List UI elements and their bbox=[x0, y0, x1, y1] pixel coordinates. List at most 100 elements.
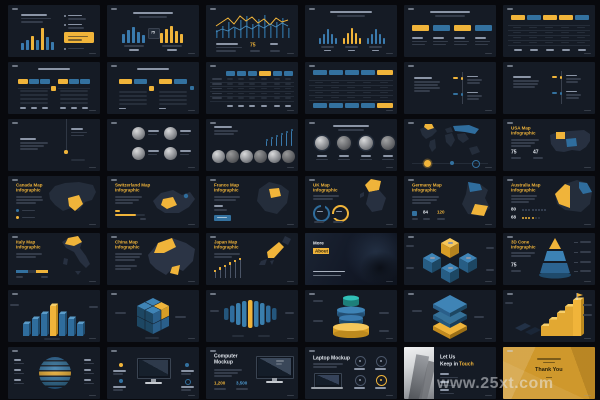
slide-title-2: Mockup bbox=[214, 359, 233, 365]
stat-value: 47 bbox=[533, 149, 539, 155]
slide-thumb-steps-b[interactable] bbox=[503, 62, 595, 114]
slide-title: Australia Map bbox=[511, 182, 541, 188]
slide-title: Germany Map bbox=[412, 182, 442, 188]
callout-dot bbox=[185, 363, 189, 367]
line-chart bbox=[215, 15, 290, 38]
slide-thumb-3d-bars[interactable] bbox=[8, 290, 100, 342]
slide-thumb-table-a[interactable] bbox=[503, 5, 595, 57]
title-line-2: Keep inTouch bbox=[440, 361, 474, 367]
slide-thumb-japan-map[interactable]: Japan Map Infographic bbox=[206, 233, 298, 285]
slide-thumb-pricing-a[interactable] bbox=[8, 62, 100, 114]
barrel-slats bbox=[224, 300, 277, 328]
avatar bbox=[164, 127, 177, 140]
slide-thumb-3d-stairs[interactable] bbox=[503, 290, 595, 342]
slide-thumb-more-about[interactable]: More About bbox=[305, 233, 397, 285]
slide-thumb-table-c[interactable] bbox=[305, 62, 397, 114]
slide-title: Laptop Mockup bbox=[313, 355, 350, 361]
slide-title: Switzerland Map bbox=[115, 182, 151, 188]
australia-map bbox=[555, 180, 592, 212]
slide-thumb-grouped-bars[interactable] bbox=[305, 5, 397, 57]
highlight-marker bbox=[149, 86, 154, 91]
slide-thumb-uk-map[interactable]: UK Map Infographic bbox=[305, 176, 397, 228]
slide-title: China Map bbox=[115, 239, 138, 245]
stat-value: 84 bbox=[423, 209, 429, 215]
slide-thumb-pricing-b[interactable] bbox=[107, 62, 199, 114]
slide-title: France Map bbox=[214, 182, 240, 188]
slide-thumb-laptop-mockup[interactable]: Laptop Mockup bbox=[305, 347, 397, 399]
slide-thumb-switzerland-map[interactable]: Switzerland Map Infographic bbox=[107, 176, 199, 228]
stat-value: 3,500 bbox=[236, 380, 248, 386]
slide-thumb-france-map[interactable]: France Map Infographic bbox=[206, 176, 298, 228]
usa-map bbox=[550, 130, 590, 152]
slide-thumb-team-grid[interactable] bbox=[107, 119, 199, 171]
timeline-dot bbox=[64, 150, 68, 154]
slide-title: Japan Map bbox=[214, 239, 238, 245]
slide-thumb-monitor-callouts[interactable] bbox=[107, 347, 199, 399]
title-line: Let Us bbox=[440, 354, 456, 360]
slide-thumb-timeline-drop[interactable] bbox=[8, 119, 100, 171]
slide-thumb-line-chart[interactable]: 75 bbox=[206, 5, 298, 57]
slide-thumb-3d-barrel[interactable] bbox=[206, 290, 298, 342]
badge-value: 75 bbox=[150, 30, 155, 35]
stat-value: 1,200 bbox=[214, 380, 226, 386]
title-highlight bbox=[313, 247, 329, 254]
slide-title: UK Map bbox=[313, 182, 330, 188]
map-marker bbox=[424, 159, 431, 167]
monitor-stand bbox=[151, 378, 156, 382]
slide-thumb-3d-layers[interactable] bbox=[404, 290, 496, 342]
slide-thumb-germany-map[interactable]: Germany Map Infographic 84 120 bbox=[404, 176, 496, 228]
stacked-bar-segment bbox=[36, 270, 48, 273]
slide-thumb-3d-cone[interactable]: 3D Cone Infographic 75 bbox=[503, 233, 595, 285]
slide-thumb-3d-cylinders[interactable] bbox=[305, 290, 397, 342]
monitor-base bbox=[145, 381, 162, 384]
map-marker bbox=[472, 160, 480, 168]
slide-thumb-team-row[interactable] bbox=[305, 119, 397, 171]
slide-thumb-world-map[interactable] bbox=[404, 119, 496, 171]
slide-title-2: Infographic bbox=[313, 187, 338, 193]
slide-thumb-compare-bars[interactable]: 75 bbox=[107, 5, 199, 57]
pyramid bbox=[539, 238, 571, 279]
slide-thumb-canada-map[interactable]: Canada Map Infographic bbox=[8, 176, 100, 228]
slide-title-2: Infographic bbox=[511, 244, 536, 250]
avatar bbox=[381, 136, 395, 150]
switzerland-map bbox=[153, 190, 195, 213]
stat-value: 68 bbox=[511, 214, 517, 220]
staircase bbox=[515, 293, 584, 336]
slide-title-2: Infographic bbox=[115, 244, 140, 250]
building-photo bbox=[404, 347, 434, 399]
slide-title-2: Infographic bbox=[214, 187, 239, 193]
callout-dot bbox=[185, 379, 191, 385]
slide-thumb-australia-map[interactable]: Australia Map Infographic 80 68 bbox=[503, 176, 595, 228]
slide-thumb-china-map[interactable]: China Map Infographic bbox=[107, 233, 199, 285]
slide-title: USA Map bbox=[511, 125, 531, 131]
slide-thumb-table-b[interactable] bbox=[206, 62, 298, 114]
slide-title: Italy Map bbox=[16, 239, 36, 245]
feature-icon-accent bbox=[376, 375, 387, 386]
map-marker bbox=[450, 161, 454, 165]
slide-thumb-team-bars[interactable] bbox=[206, 119, 298, 171]
slide-thumb-usa-map[interactable]: USA Map Infographic 75 47 bbox=[503, 119, 595, 171]
watermark: www.25xt.com bbox=[437, 375, 554, 392]
slide-thumb-four-buttons[interactable] bbox=[404, 5, 496, 57]
slide-thumb-3d-cube[interactable] bbox=[107, 290, 199, 342]
slide-title-2: Infographic bbox=[511, 130, 536, 136]
slide-thumb-thank-you[interactable]: Thank You bbox=[503, 347, 595, 399]
secondary-marker bbox=[190, 86, 194, 90]
thank-you-title: Thank You bbox=[535, 366, 563, 373]
slide-thumb-3d-blocks[interactable] bbox=[404, 233, 496, 285]
avatar bbox=[132, 127, 145, 140]
highlight-callout bbox=[64, 32, 94, 43]
slide-thumb-keep-in-touch[interactable]: Let Us Keep inTouch bbox=[404, 347, 496, 399]
slide-thumb-bar-chart-callout[interactable] bbox=[8, 5, 100, 57]
slide-thumb-steps-a[interactable] bbox=[404, 62, 496, 114]
slide-thumb-3d-sphere[interactable] bbox=[8, 347, 100, 399]
slide-thumb-italy-map[interactable]: Italy Map Infographic bbox=[8, 233, 100, 285]
callout-dot bbox=[119, 379, 123, 383]
slide-thumb-computer-mockup[interactable]: Computer Mockup 1,200 3,500 bbox=[206, 347, 298, 399]
value-badge bbox=[148, 28, 160, 39]
slide-title-2: Infographic bbox=[511, 187, 536, 193]
monitor-stand bbox=[272, 378, 277, 381]
world-map bbox=[420, 124, 480, 155]
slide-title-2: Infographic bbox=[214, 244, 239, 250]
